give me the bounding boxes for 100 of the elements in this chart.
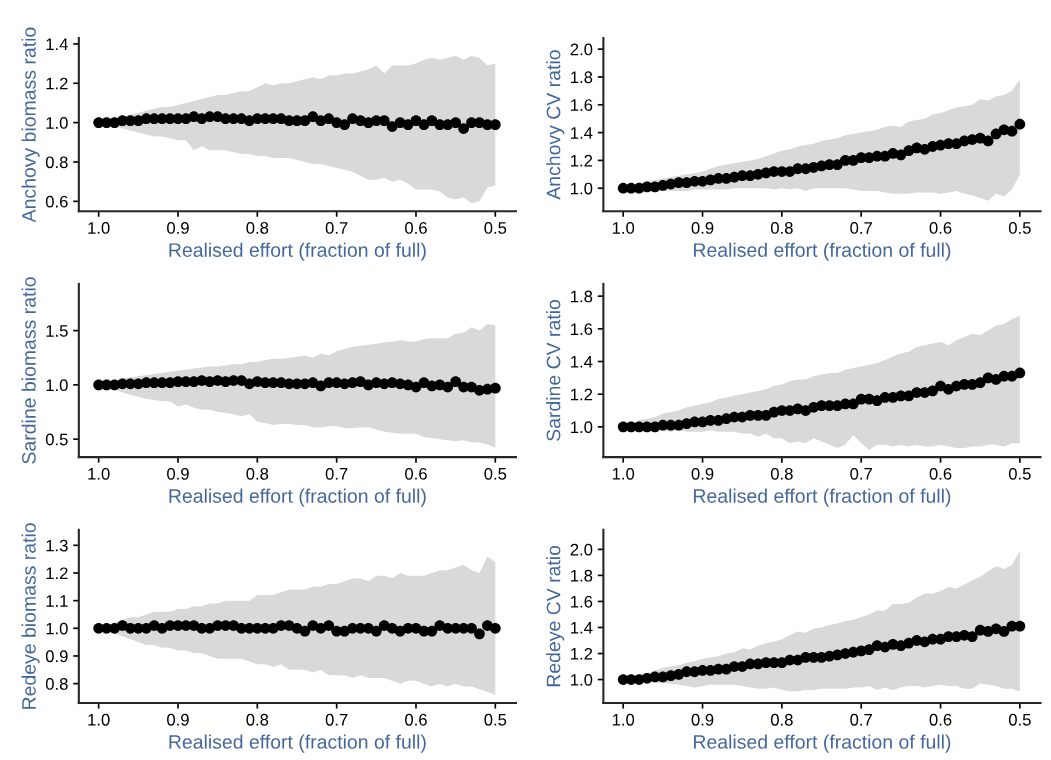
x-tick-label: 0.5 xyxy=(1008,467,1031,480)
point xyxy=(1014,367,1026,379)
x-axis-title: Realised effort (fraction of full) xyxy=(694,242,951,261)
y-tick-label: 2.0 xyxy=(570,543,593,556)
y-tick-label: 1.5 xyxy=(46,325,68,337)
point xyxy=(323,620,335,631)
point xyxy=(982,135,994,147)
y-axis-title: Sardine biomass ratio xyxy=(21,277,36,464)
x-tick-label: 0.9 xyxy=(691,467,714,480)
point xyxy=(450,376,462,388)
y-tick-label: 1.0 xyxy=(46,117,68,129)
x-tick-label: 0.6 xyxy=(929,713,952,726)
y-tick-label: 1.6 xyxy=(571,99,593,111)
point xyxy=(832,159,843,170)
y-axis-title: Redeye CV ratio xyxy=(546,545,565,687)
y-tick-label: 1.4 xyxy=(571,127,593,139)
y-axis-title: Anchovy CV ratio xyxy=(546,50,565,200)
x-tick-label: 0.6 xyxy=(929,467,952,480)
point xyxy=(1006,125,1018,137)
x-tick-label: 0.6 xyxy=(405,467,427,480)
y-tick-label: 1.2 xyxy=(571,154,593,167)
y-tick-label: 1.3 xyxy=(46,539,68,552)
x-tick-label: 0.8 xyxy=(246,713,269,726)
x-tick-label: 0.9 xyxy=(691,713,714,726)
point xyxy=(1014,620,1026,632)
point xyxy=(442,381,454,393)
point xyxy=(1014,118,1026,130)
point xyxy=(299,625,311,637)
point xyxy=(426,625,438,637)
point xyxy=(370,625,382,637)
y-tick-label: 1.2 xyxy=(571,647,593,660)
y-tick-label: 1.4 xyxy=(571,622,593,634)
x-axis-title: Realised effort (fraction of full) xyxy=(694,734,951,753)
y-tick-label: 1.8 xyxy=(571,71,593,84)
y-tick-label: 1.8 xyxy=(571,569,593,582)
x-tick-label: 0.6 xyxy=(929,222,952,234)
y-tick-label: 2.0 xyxy=(570,43,593,56)
x-tick-label: 1.0 xyxy=(88,467,110,480)
y-tick-label: 1.6 xyxy=(571,323,593,336)
y-axis-title: Sardine CV ratio xyxy=(546,299,561,441)
x-tick-label: 1.0 xyxy=(88,222,110,234)
point xyxy=(966,631,978,642)
x-tick-label: 0.5 xyxy=(484,467,507,480)
point xyxy=(927,385,938,397)
x-tick-label: 0.6 xyxy=(405,222,427,234)
y-tick-label: 1.0 xyxy=(571,673,593,686)
point xyxy=(410,381,422,393)
x-tick-label: 1.0 xyxy=(612,222,635,234)
x-tick-label: 0.7 xyxy=(325,713,348,726)
x-axis-title: Realised effort (fraction of full) xyxy=(169,242,426,261)
x-tick-label: 0.6 xyxy=(405,713,427,726)
point xyxy=(974,377,986,389)
y-tick-label: 1.2 xyxy=(46,567,68,580)
x-axis-title: Realised effort (fraction of full) xyxy=(694,488,951,507)
x-tick-label: 0.7 xyxy=(850,713,872,726)
y-tick-label: 0.9 xyxy=(45,650,68,663)
x-tick-label: 0.9 xyxy=(167,222,189,234)
y-tick-label: 1.0 xyxy=(46,622,68,635)
y-tick-label: 1.6 xyxy=(571,595,593,608)
y-axis-title: Redeye biomass ratio xyxy=(21,523,40,709)
x-tick-label: 0.9 xyxy=(167,467,189,480)
y-tick-label: 0.6 xyxy=(45,195,68,208)
x-tick-label: 0.8 xyxy=(770,222,793,234)
y-tick-label: 1.4 xyxy=(571,356,593,368)
y-tick-label: 0.8 xyxy=(45,678,68,690)
y-tick-label: 1.0 xyxy=(571,182,593,195)
x-tick-label: 0.5 xyxy=(1008,222,1031,234)
x-tick-label: 0.7 xyxy=(325,467,348,480)
point xyxy=(474,628,485,640)
point xyxy=(489,622,501,634)
x-tick-label: 0.7 xyxy=(850,467,872,480)
x-tick-label: 0.5 xyxy=(1008,713,1031,726)
y-tick-label: 1.2 xyxy=(571,388,593,401)
x-axis-title: Realised effort (fraction of full) xyxy=(169,734,426,753)
x-tick-label: 1.0 xyxy=(612,713,635,726)
x-tick-label: 0.5 xyxy=(484,713,507,726)
x-tick-label: 0.5 xyxy=(484,222,507,234)
y-tick-label: 1.1 xyxy=(46,595,68,607)
point xyxy=(466,622,477,634)
x-tick-label: 0.8 xyxy=(770,713,793,726)
y-axis-title: Anchovy biomass ratio xyxy=(21,27,40,223)
x-tick-label: 0.8 xyxy=(246,222,269,234)
y-tick-label: 0.8 xyxy=(45,156,68,169)
x-tick-label: 0.8 xyxy=(246,467,269,480)
x-tick-label: 0.7 xyxy=(850,222,872,234)
y-tick-label: 1.4 xyxy=(46,38,68,50)
y-tick-label: 0.5 xyxy=(45,433,68,446)
x-tick-label: 1.0 xyxy=(612,467,635,480)
x-tick-label: 0.9 xyxy=(691,222,714,234)
x-tick-label: 0.9 xyxy=(167,713,189,726)
point xyxy=(489,382,501,394)
y-tick-label: 1.0 xyxy=(571,421,593,434)
y-tick-label: 1.8 xyxy=(571,290,593,303)
x-tick-label: 0.8 xyxy=(770,467,793,480)
x-tick-label: 1.0 xyxy=(88,713,110,726)
x-axis-title: Realised effort (fraction of full) xyxy=(169,488,426,507)
point xyxy=(998,626,1010,637)
x-tick-label: 0.7 xyxy=(325,222,348,234)
point xyxy=(990,128,1002,140)
y-tick-label: 1.0 xyxy=(46,379,68,392)
